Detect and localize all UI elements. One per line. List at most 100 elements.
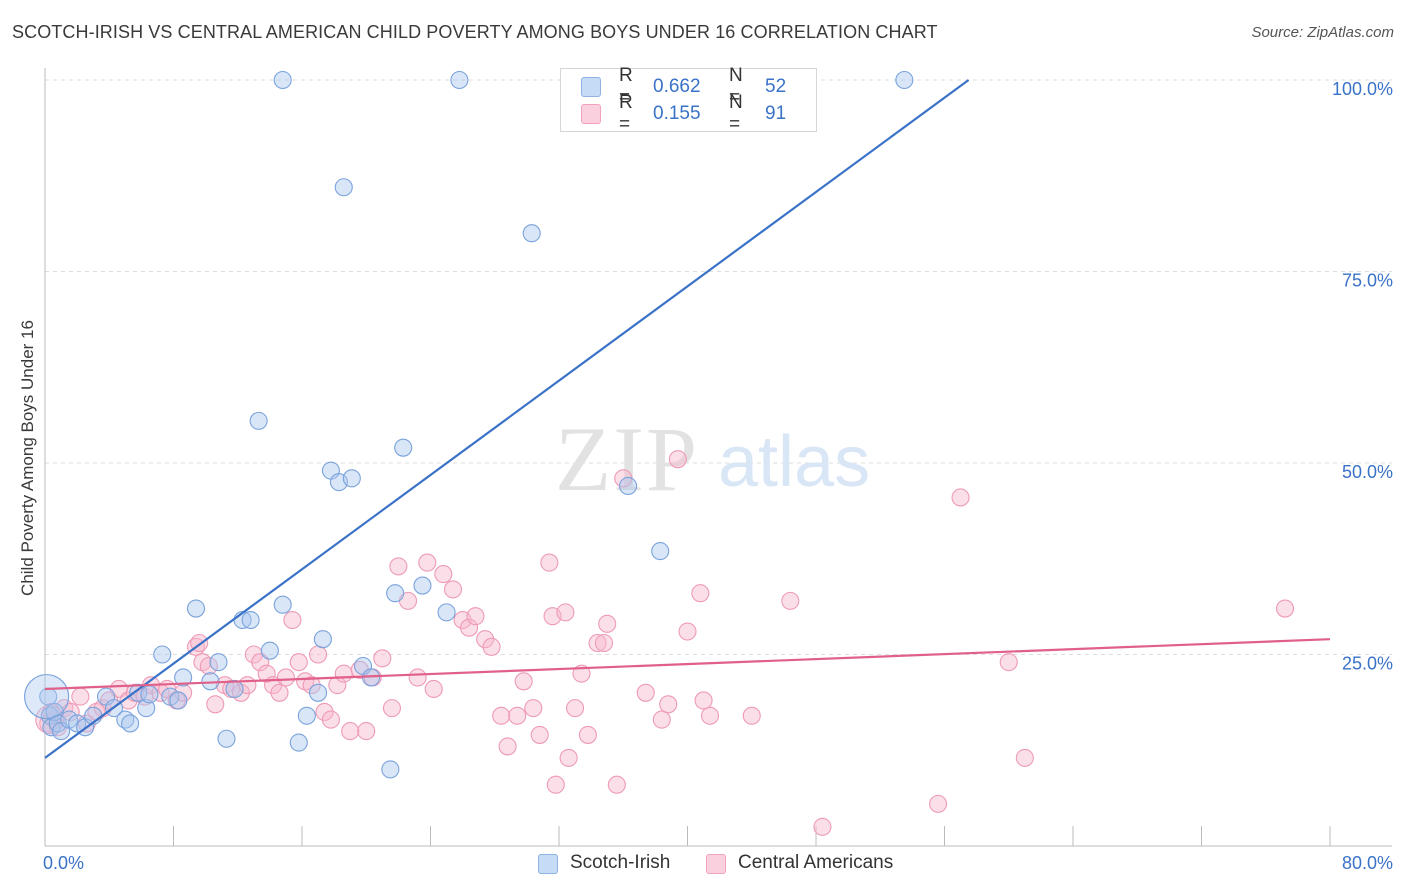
legend-r-label: R =	[619, 65, 633, 108]
scotch-irish-point	[273, 595, 292, 614]
central-americans-point	[482, 637, 501, 656]
legend-r-value: 0.155	[653, 103, 701, 124]
central-americans-point	[373, 649, 392, 668]
central-americans-point	[315, 702, 334, 722]
central-americans-point	[813, 817, 832, 836]
scotch-irish-point	[225, 679, 244, 699]
bottom-legend-label: Central Americans	[738, 852, 894, 873]
central-americans-point	[999, 653, 1018, 672]
y-axis-label: Child Poverty Among Boys Under 16	[18, 320, 37, 596]
scotch-irish-point	[394, 438, 413, 457]
central-americans-point	[302, 676, 321, 695]
central-americans-point	[199, 656, 218, 676]
central-americans-point	[434, 565, 453, 584]
gridlines	[45, 79, 1392, 655]
central-americans-point	[424, 679, 443, 699]
central-americans-point	[652, 710, 671, 729]
legend-n-label: N =	[729, 92, 743, 135]
stats-legend: R = 0.662 N = 52 R = 0.155 N = 91	[560, 65, 817, 135]
central-americans-point	[257, 664, 276, 683]
central-americans-point	[559, 748, 578, 767]
watermark-zip: ZIP	[555, 408, 699, 510]
scotch-irish-point	[386, 584, 405, 603]
scotch-irish-point	[895, 70, 914, 90]
bottom-legend-swatch-blue	[538, 854, 558, 874]
central-americans-point	[283, 610, 302, 630]
scotch-irish-point	[289, 733, 308, 752]
central-americans-point	[700, 706, 720, 725]
tick-labels: 100.0% 75.0% 50.0% 25.0% 0.0% 80.0%	[43, 79, 1393, 873]
scotch-irish-point	[153, 645, 172, 664]
central-americans-point	[951, 488, 970, 507]
scotch-irish-point	[309, 683, 328, 702]
scotch-irish-points	[24, 70, 914, 779]
central-americans-point	[566, 699, 585, 718]
central-americans-point	[334, 664, 353, 683]
central-americans-point	[524, 699, 543, 718]
central-americans-point	[466, 607, 485, 626]
central-americans-point	[607, 775, 626, 794]
x-tick-label: 80.0%	[1342, 853, 1393, 873]
central-americans-point	[408, 668, 427, 687]
central-americans-points	[35, 450, 1295, 836]
scotch-irish-point	[437, 603, 456, 622]
central-americans-point	[578, 725, 597, 744]
central-americans-point	[289, 653, 308, 672]
scotch-irish-point	[381, 760, 400, 779]
central-americans-point	[476, 630, 495, 649]
central-americans-point	[418, 553, 437, 572]
central-americans-trend-line	[44, 638, 1331, 691]
central-americans-point	[309, 645, 328, 664]
scotch-irish-point	[342, 469, 361, 488]
central-americans-point	[459, 618, 479, 637]
central-americans-point	[443, 580, 463, 599]
bottom-legend-label: Scotch-Irish	[570, 852, 671, 873]
central-americans-point	[492, 706, 511, 725]
legend-swatch-pink	[581, 104, 601, 124]
central-americans-point	[270, 683, 289, 702]
legend-n-value: 91	[765, 103, 787, 124]
central-americans-point	[678, 622, 697, 641]
source-label: Source: ZipAtlas.com	[1251, 24, 1394, 41]
central-americans-point	[694, 691, 713, 710]
central-americans-point	[341, 722, 360, 741]
y-tick-label: 50.0%	[1342, 462, 1393, 482]
central-americans-point	[929, 794, 948, 813]
scotch-irish-point	[297, 706, 316, 725]
central-americans-point	[659, 695, 678, 714]
scotch-irish-point	[169, 691, 188, 710]
y-tick-label: 100.0%	[1332, 79, 1393, 99]
scotch-irish-point	[140, 685, 159, 704]
scotch-irish-point	[241, 610, 260, 630]
central-americans-point	[598, 614, 617, 633]
scotch-irish-point	[651, 542, 670, 561]
central-americans-point	[382, 699, 402, 718]
scotch-irish-point	[186, 599, 206, 618]
axes	[44, 68, 1392, 847]
scotch-irish-cluster	[24, 674, 70, 720]
central-americans-point	[594, 633, 614, 653]
bottom-legend-swatch-pink	[706, 854, 726, 874]
scotch-irish-point	[260, 641, 279, 660]
central-americans-point	[588, 633, 607, 653]
central-americans-point	[357, 722, 376, 741]
scotch-irish-point	[334, 178, 353, 197]
scotch-irish-point	[217, 729, 236, 748]
scotch-irish-point	[619, 476, 638, 496]
scotch-irish-point	[249, 411, 268, 430]
watermark-atlas: atlas	[718, 422, 870, 502]
legend-swatch-blue	[581, 77, 601, 97]
central-americans-point	[742, 706, 761, 725]
central-americans-point	[514, 672, 533, 691]
central-americans-point	[636, 683, 655, 702]
central-americans-point	[389, 557, 408, 576]
scotch-irish-point	[121, 714, 140, 733]
central-americans-point	[498, 737, 517, 756]
legend-n-label: N =	[729, 65, 743, 108]
scotch-irish-point	[522, 224, 541, 243]
central-americans-point	[1275, 599, 1295, 618]
central-americans-point	[691, 584, 710, 603]
central-americans-point	[276, 668, 295, 687]
scotch-irish-point	[209, 653, 228, 672]
